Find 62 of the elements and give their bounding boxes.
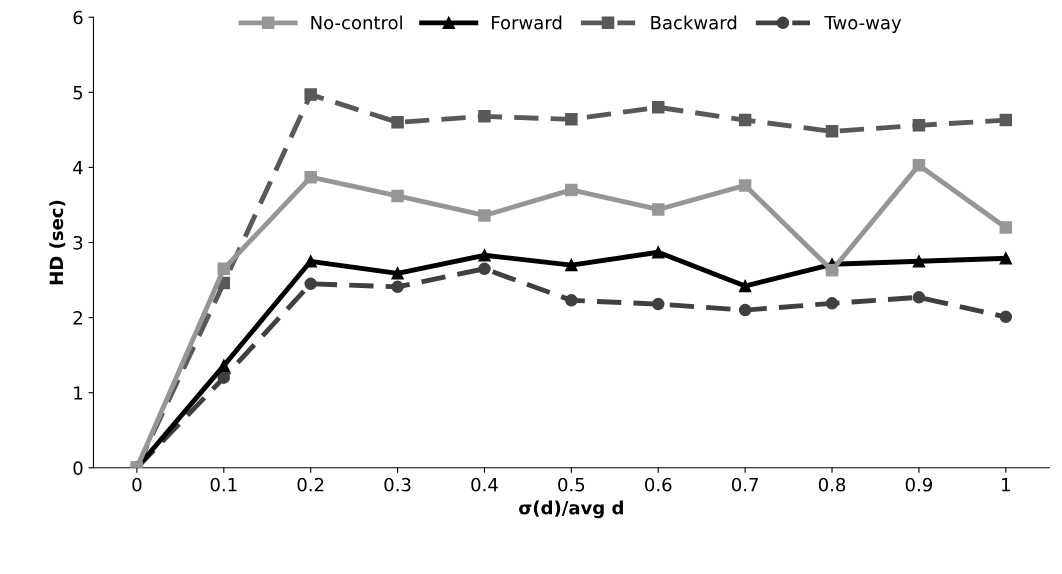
x-tick-label: 0.1 [210, 477, 237, 492]
point [912, 158, 926, 172]
point [825, 297, 839, 310]
x-tick-label: 0.8 [818, 477, 846, 492]
x-axis-title: σ(d)/avg d [519, 500, 623, 519]
point [391, 267, 404, 280]
point [738, 179, 752, 192]
point [391, 116, 404, 129]
y-tick-label: 0 [73, 461, 83, 475]
point [478, 249, 491, 262]
y-axis-title: HD (sec) [49, 200, 66, 285]
point [912, 119, 926, 132]
point [651, 297, 665, 311]
point [738, 303, 752, 317]
legend-label: No-control [311, 15, 402, 30]
point [478, 262, 491, 276]
point [999, 310, 1013, 324]
point [999, 252, 1013, 265]
y-tick-label: 5 [73, 86, 83, 100]
point [565, 113, 578, 126]
point [391, 189, 404, 203]
point [217, 359, 231, 372]
point [825, 125, 839, 138]
y-tick-label: 3 [73, 235, 83, 250]
point [651, 203, 665, 216]
point [391, 280, 404, 294]
point [217, 262, 231, 276]
point [565, 294, 578, 307]
x-tick-label: 0.3 [384, 477, 411, 492]
legend-label: Two-way [824, 16, 902, 33]
x-tick-label: 0 [132, 477, 142, 492]
x-tick-label: 0.7 [731, 477, 758, 492]
point [217, 371, 231, 384]
point [738, 279, 752, 293]
legend-label: Backward [651, 15, 737, 30]
x-tick-label: 0.6 [645, 477, 672, 492]
x-tick-label: 1 [1002, 478, 1010, 492]
point [651, 101, 665, 114]
x-tick-label: 0.4 [471, 477, 498, 492]
x-tick-label: 0.5 [558, 477, 585, 492]
x-tick-label: 0.9 [905, 477, 933, 492]
point [304, 88, 317, 101]
point [304, 277, 317, 291]
point [478, 209, 491, 222]
y-tick-label: 2 [73, 311, 82, 325]
point [565, 183, 578, 197]
x-tick-label: 0.2 [297, 477, 324, 492]
point [478, 110, 491, 123]
point [304, 170, 317, 184]
point [565, 258, 578, 272]
y-tick-label: 4 [73, 161, 83, 175]
point [651, 246, 665, 259]
point [304, 255, 317, 268]
y-tick-label: 1 [74, 386, 83, 400]
point [912, 255, 926, 268]
y-tick-label: 6 [73, 10, 83, 25]
point [999, 113, 1013, 127]
point [825, 264, 839, 277]
point [738, 113, 752, 127]
legend-label: Forward [492, 15, 562, 30]
point [912, 291, 926, 304]
point [999, 221, 1013, 234]
